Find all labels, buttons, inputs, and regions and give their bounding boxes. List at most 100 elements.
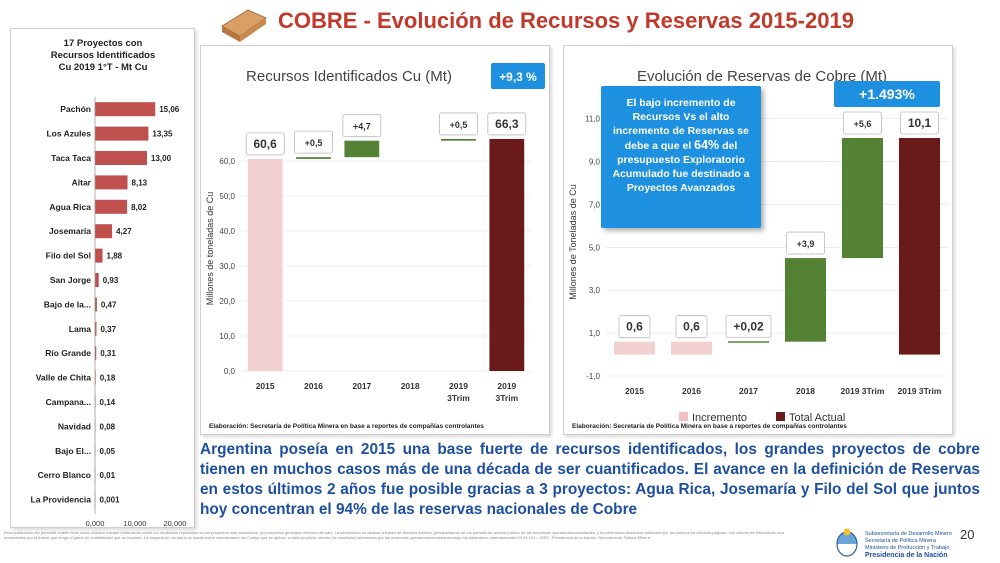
data-label-box — [294, 130, 333, 154]
data-label: +5,6 — [854, 119, 872, 129]
category-label: Campana... — [46, 397, 91, 407]
growth-badge — [834, 81, 940, 107]
data-label-box — [675, 315, 708, 339]
bar — [95, 199, 128, 214]
legend-swatch-increment — [679, 412, 688, 421]
y-tick-label: 60,0 — [219, 157, 235, 166]
projects-chart-panel: 17 Proyectos con Recursos Identificados Cu… — [10, 28, 195, 528]
x-tick-label: 2019 3Trim — [898, 386, 942, 396]
bar — [247, 158, 283, 371]
category-label: Filo del Sol — [46, 251, 91, 261]
data-label: 60,6 — [253, 137, 277, 151]
national-coat-of-arms-icon — [836, 528, 858, 557]
y-tick-label: 11,0 — [585, 115, 601, 124]
growth-badge-label: +1.493% — [859, 86, 915, 102]
data-label-box — [843, 111, 882, 135]
chart-source: Elaboración: Secretaría de Política Mine… — [572, 423, 847, 430]
slide-title: COBRE - Evolución de Recursos y Reservas… — [278, 8, 854, 33]
x-tick-label: 2019 3Trim — [841, 386, 885, 396]
y-tick-label: 50,0 — [219, 192, 235, 201]
category-label: Josemaría — [49, 226, 91, 236]
category-label: La Providencia — [31, 495, 92, 505]
summary-paragraph: Argentina poseía en 2015 una base fuerte… — [200, 441, 980, 518]
data-label-box — [342, 114, 382, 138]
chart-title: 17 Proyectos con Recursos Identificados Cu… — [51, 38, 156, 73]
copper-ingot-icon — [221, 9, 268, 42]
x-tick-label: 3Trim — [447, 393, 470, 403]
x-tick-label: 2018 — [796, 386, 815, 396]
data-label: 66,3 — [495, 117, 519, 131]
category-label: Navidad — [58, 421, 91, 431]
category-label: Agua Rica — [49, 202, 91, 212]
x-tick-label: 2017 — [739, 386, 758, 396]
bar — [95, 224, 113, 239]
y-tick-label: 10,0 — [219, 332, 235, 341]
y-tick-label: 30,0 — [219, 262, 235, 271]
y-tick-label: 3,0 — [589, 286, 601, 295]
y-tick-label: 20,0 — [219, 297, 235, 306]
value-label: 0,93 — [103, 276, 119, 285]
x-tick-label: 2015 — [256, 381, 275, 391]
bar — [95, 175, 128, 190]
value-label: 1,88 — [107, 252, 123, 261]
bar — [613, 341, 656, 355]
value-label: 0,05 — [100, 447, 116, 456]
data-label-box — [786, 231, 825, 255]
legend-label-increment: Incremento — [692, 412, 747, 424]
chart-source: Elaboración: Secretaría de Política Mine… — [209, 423, 484, 430]
y-tick-label: 0,0 — [224, 367, 236, 376]
resources-chart-panel: Recursos Identificados Cu (Mt) +9,3 % 0,0 1… — [200, 45, 550, 435]
disclaimer-footnote: Esta publicación del presente boletín ti… — [4, 530, 784, 540]
y-tick-label: 7,0 — [589, 200, 601, 209]
gov-line-1: Subsecretaría de Desarrollo Minero — [865, 531, 952, 537]
value-label: 0,47 — [101, 300, 117, 309]
x-tick-label: 2015 — [625, 386, 644, 396]
data-label-box — [900, 111, 939, 135]
projects-bar-chart: 17 Proyectos con Recursos Identificados Cu… — [31, 38, 187, 528]
bar — [841, 138, 884, 259]
x-tick-label: 3Trim — [495, 393, 518, 403]
bar — [898, 138, 941, 355]
x-tick-label: 2016 — [304, 381, 323, 391]
x-tick-label: 2019 — [449, 381, 468, 391]
data-label-box — [618, 315, 651, 339]
bar — [95, 102, 156, 117]
category-label: Altar — [72, 177, 92, 187]
x-tick-label: 2017 — [352, 381, 371, 391]
growth-badge-label: +9,3 % — [499, 70, 537, 84]
callout-text-1: El bajo incremento de Recursos Vs el alt… — [613, 97, 749, 152]
x-tick-label: 2019 — [497, 381, 516, 391]
bar — [489, 138, 525, 371]
page-number: 20 — [960, 527, 975, 542]
y-tick-label: 5,0 — [589, 243, 601, 252]
budget-callout: El bajo incremento de Recursos Vs el alt… — [601, 86, 761, 228]
y-tick-label: 9,0 — [589, 158, 601, 167]
resources-waterfall-chart: Recursos Identificados Cu (Mt) +9,3 % 0,0 1… — [205, 63, 545, 430]
category-label: Río Grande — [45, 348, 91, 358]
data-label: +0,02 — [733, 319, 764, 333]
bar — [344, 140, 380, 158]
data-label: +3,9 — [797, 239, 815, 249]
bar — [95, 346, 97, 361]
data-label: 0,6 — [626, 320, 643, 334]
category-label: Cerro Blanco — [38, 470, 91, 480]
value-label: 0,08 — [100, 422, 116, 431]
gov-line-3: Ministerio de Producción y Trabajo — [865, 545, 950, 551]
data-label-box — [439, 112, 478, 136]
chart-title: Evolución de Reservas de Cobre (Mt) — [637, 68, 887, 85]
bar — [95, 273, 99, 287]
value-label: 0,14 — [100, 398, 116, 407]
bar — [441, 138, 476, 141]
x-tick-label: 0,000 — [86, 519, 105, 528]
value-label: 8,13 — [132, 178, 148, 187]
category-label: Los Azules — [46, 129, 91, 139]
data-label-box — [245, 132, 285, 156]
chart-title: Recursos Identificados Cu (Mt) — [246, 68, 452, 85]
x-tick-label: 2018 — [401, 381, 420, 391]
value-label: 8,02 — [131, 203, 147, 212]
y-tick-label: 40,0 — [219, 227, 235, 236]
value-label: 4,27 — [116, 227, 132, 236]
y-axis-label: Millones de toneladas de Cu — [205, 192, 215, 306]
bar — [95, 248, 103, 263]
legend-label-total: Total Actual — [789, 412, 845, 424]
